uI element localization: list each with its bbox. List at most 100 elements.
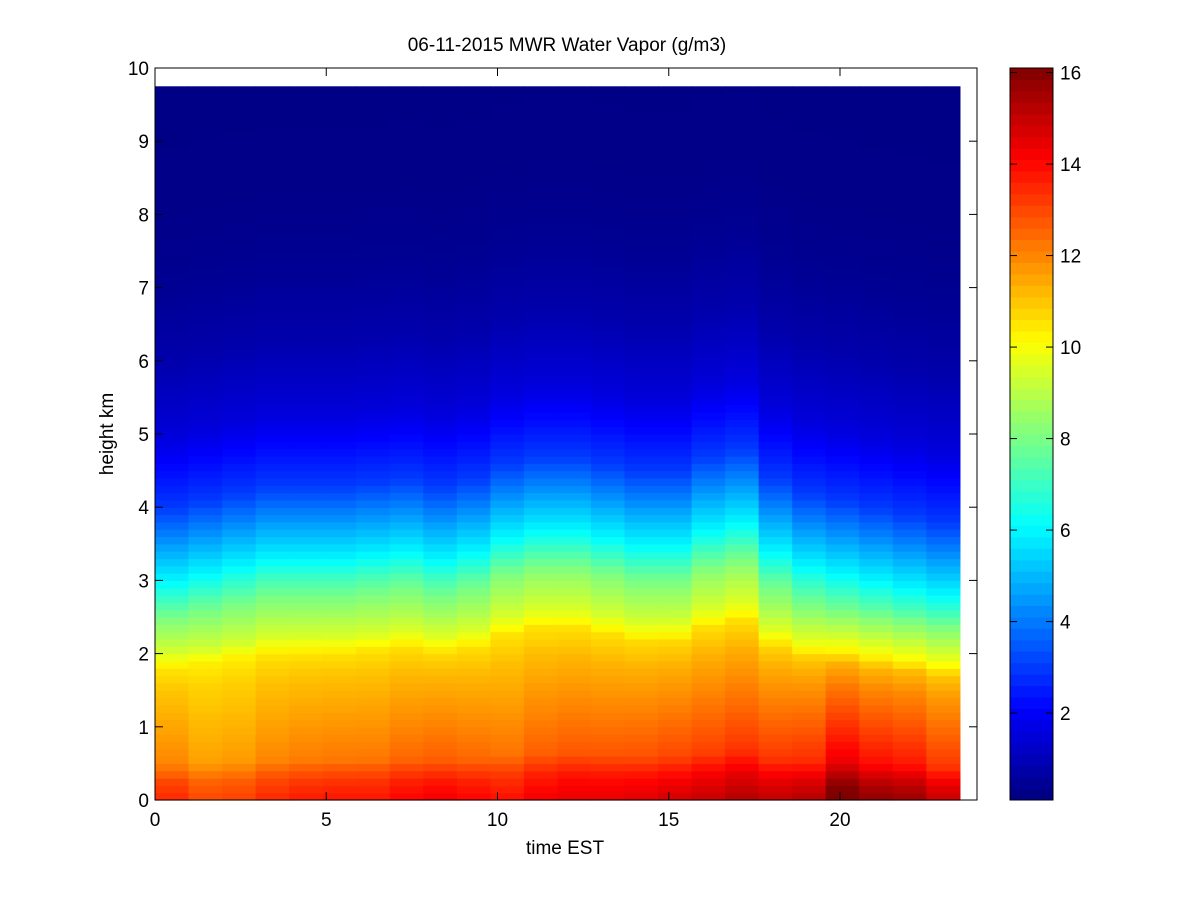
heatmap-cell xyxy=(356,734,391,743)
heatmap-cell xyxy=(289,536,324,545)
heatmap-cell xyxy=(758,668,793,677)
heatmap-cell xyxy=(155,682,190,691)
heatmap-cell xyxy=(624,617,659,625)
heatmap-cell xyxy=(926,477,961,486)
heatmap-cell xyxy=(691,390,726,398)
heatmap-cell xyxy=(892,294,927,303)
heatmap-cell xyxy=(825,309,860,318)
heatmap-cell xyxy=(725,536,760,545)
heatmap-cell xyxy=(926,148,961,157)
heatmap-cell xyxy=(892,507,927,516)
heatmap-cell xyxy=(456,382,491,391)
heatmap-cell xyxy=(590,499,626,508)
heatmap-cell xyxy=(725,375,760,384)
heatmap-cell xyxy=(188,148,223,157)
colorbar-band xyxy=(1010,79,1053,92)
heatmap-cell xyxy=(356,719,391,728)
heatmap-cell xyxy=(725,331,760,340)
heatmap-cell xyxy=(523,536,559,545)
heatmap-cell xyxy=(188,272,223,281)
heatmap-cell xyxy=(859,155,894,164)
heatmap-cell xyxy=(356,163,391,172)
colorbar-band xyxy=(1010,674,1053,687)
heatmap-cell xyxy=(825,404,860,413)
heatmap-cell xyxy=(926,668,961,677)
heatmap-cell xyxy=(289,719,324,728)
heatmap-cell xyxy=(926,485,961,494)
heatmap-cell xyxy=(658,251,693,259)
heatmap-cell xyxy=(188,668,223,677)
heatmap-cell xyxy=(456,316,491,325)
heatmap-cell xyxy=(389,221,424,230)
heatmap-cell xyxy=(859,565,894,574)
heatmap-cell xyxy=(892,485,927,494)
heatmap-cell xyxy=(490,595,525,603)
heatmap-cell xyxy=(892,617,927,625)
heatmap-cell xyxy=(926,236,961,245)
heatmap-cell xyxy=(926,470,961,479)
heatmap-cell xyxy=(725,126,760,135)
heatmap-cell xyxy=(188,141,223,150)
heatmap-cell xyxy=(691,426,726,435)
heatmap-cell xyxy=(222,434,257,442)
heatmap-cell xyxy=(825,595,860,603)
heatmap-cell xyxy=(590,580,626,589)
heatmap-cell xyxy=(590,551,626,560)
heatmap-cell xyxy=(590,214,626,223)
heatmap-cell xyxy=(926,126,961,135)
heatmap-cell xyxy=(188,741,223,750)
heatmap-cell xyxy=(892,638,927,647)
heatmap-cell xyxy=(523,236,559,245)
heatmap-cell xyxy=(691,214,726,223)
heatmap-cell xyxy=(590,763,626,772)
heatmap-cell xyxy=(423,397,458,406)
heatmap-cell xyxy=(926,316,961,325)
heatmap-cell xyxy=(490,265,525,274)
heatmap-cell xyxy=(859,514,894,523)
x-axis-label: time EST xyxy=(526,838,605,859)
heatmap-cell xyxy=(725,97,760,106)
colorbar-band xyxy=(1010,525,1053,538)
heatmap-cell xyxy=(188,536,223,545)
heatmap-cell xyxy=(725,734,760,743)
heatmap-cell xyxy=(758,207,793,215)
heatmap-cell xyxy=(557,455,592,464)
heatmap-cell xyxy=(255,163,290,172)
heatmap-cell xyxy=(792,86,827,91)
colorbar-band xyxy=(1010,331,1053,343)
heatmap-cell xyxy=(322,631,357,640)
heatmap-cell xyxy=(691,412,726,420)
heatmap-cell xyxy=(725,185,760,194)
heatmap-cell xyxy=(222,419,257,428)
heatmap-cell xyxy=(758,214,793,223)
heatmap-cell xyxy=(825,221,860,230)
heatmap-cell xyxy=(691,617,726,625)
heatmap-cell xyxy=(523,265,559,274)
heatmap-cell xyxy=(389,675,424,684)
heatmap-cell xyxy=(658,624,693,633)
heatmap-cell xyxy=(557,353,592,362)
heatmap-cell xyxy=(490,660,525,669)
heatmap-cell xyxy=(523,573,559,581)
heatmap-cell xyxy=(691,434,726,442)
heatmap-cell xyxy=(188,258,223,267)
heatmap-cell xyxy=(658,726,693,735)
heatmap-cell xyxy=(926,507,961,516)
heatmap-cell xyxy=(490,390,525,398)
heatmap-cell xyxy=(322,170,357,179)
heatmap-cell xyxy=(255,426,290,435)
colorbar-band xyxy=(1010,68,1053,80)
heatmap-cell xyxy=(155,609,190,618)
heatmap-cell xyxy=(188,748,223,757)
heatmap-cell xyxy=(356,756,391,764)
heatmap-cell xyxy=(423,485,458,494)
heatmap-cell xyxy=(289,163,324,172)
heatmap-cell xyxy=(825,734,860,743)
heatmap-cell xyxy=(859,434,894,442)
heatmap-cell xyxy=(322,133,357,142)
y-tick-label: 10 xyxy=(128,59,149,80)
heatmap-cell xyxy=(188,111,223,120)
heatmap-cell xyxy=(926,463,961,472)
heatmap-cell xyxy=(356,111,391,120)
heatmap-cell xyxy=(892,419,927,428)
